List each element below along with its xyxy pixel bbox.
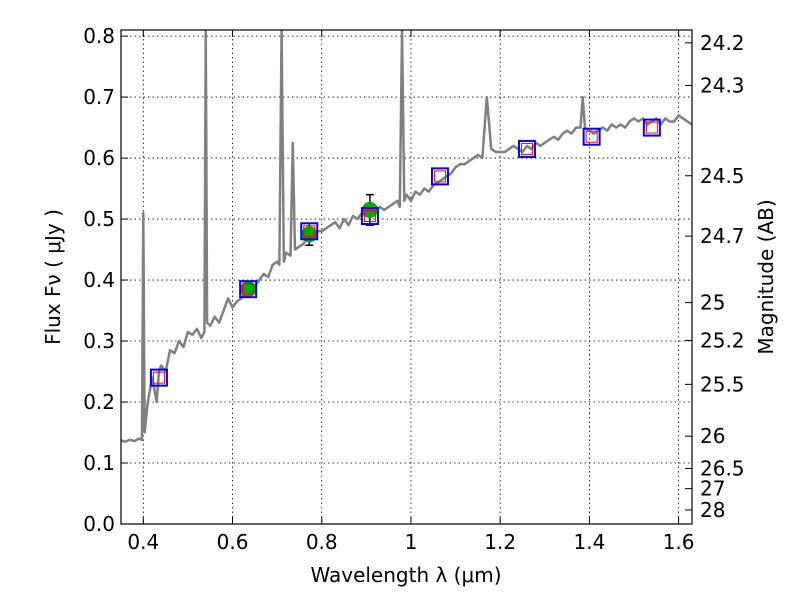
observed-point xyxy=(240,281,257,298)
model-point-inner xyxy=(520,142,533,155)
right-tick-label: 26.5 xyxy=(700,457,745,481)
model-point-inner xyxy=(585,130,598,143)
y-tick-label: 0.0 xyxy=(83,512,115,536)
x-tick-label: 0.4 xyxy=(127,530,159,554)
model-point-box xyxy=(360,207,379,226)
right-tick-label: 25 xyxy=(700,291,725,315)
series-layer xyxy=(121,30,692,443)
model-point-inner xyxy=(303,225,316,238)
right-tick-label: 25.2 xyxy=(700,328,745,352)
right-tick-label: 28 xyxy=(700,498,725,522)
model-point-box xyxy=(517,139,536,158)
y-tick-label: 0.6 xyxy=(83,146,115,170)
right-tick-label: 25.5 xyxy=(700,372,745,396)
spectrum-line xyxy=(121,30,692,443)
right-tick-label: 27 xyxy=(700,477,725,501)
observed-point xyxy=(361,201,378,218)
model-point-inner xyxy=(645,121,658,134)
model-point-box xyxy=(300,222,319,241)
right-tick-label: 26 xyxy=(700,424,725,448)
model-point-box xyxy=(642,118,661,137)
x-tick-label: 0.6 xyxy=(217,530,249,554)
x-tick-label: 1.2 xyxy=(484,530,516,554)
y-tick-label: 0.4 xyxy=(83,268,115,292)
model-point-box xyxy=(239,280,258,299)
right-tick-label: 24.5 xyxy=(700,164,745,188)
y-tick-label: 0.7 xyxy=(83,85,115,109)
plot-area xyxy=(121,30,692,443)
right-tick-label: 24.3 xyxy=(700,73,745,97)
x-tick-label: 1 xyxy=(405,530,418,554)
y-tick-label: 0.8 xyxy=(83,24,115,48)
right-tick-label: 24.7 xyxy=(700,224,745,248)
y-tick-label: 0.1 xyxy=(83,451,115,475)
x-tick-label: 1.6 xyxy=(663,530,695,554)
x-tick-label: 1.4 xyxy=(573,530,605,554)
y-tick-label: 0.2 xyxy=(83,390,115,414)
model-point-box xyxy=(149,368,168,387)
model-point-box xyxy=(430,167,449,186)
right-tick-label: 24.2 xyxy=(700,31,745,55)
x-axis-label: Wavelength λ (μm) xyxy=(310,563,501,587)
y-axis-label: Flux Fν ( μJy ) xyxy=(41,209,65,345)
model-point-inner xyxy=(242,283,255,296)
model-point-inner xyxy=(152,371,165,384)
y-axis-label-right: Magnitude (AB) xyxy=(754,199,778,354)
y-tick-label: 0.3 xyxy=(83,329,115,353)
model-point-inner xyxy=(363,210,376,223)
model-point-box xyxy=(582,127,601,146)
plot-frame xyxy=(120,29,693,525)
y-tick-label: 0.5 xyxy=(83,207,115,231)
x-tick-label: 0.8 xyxy=(306,530,338,554)
model-point-inner xyxy=(433,170,446,183)
ticks: 0.4 0.6 0.8 1 1.2 1.4 1.6 0.0 0.1 0.2 0.3 0.4 0.5 0.6… xyxy=(83,24,744,554)
markers-layer xyxy=(149,118,661,387)
